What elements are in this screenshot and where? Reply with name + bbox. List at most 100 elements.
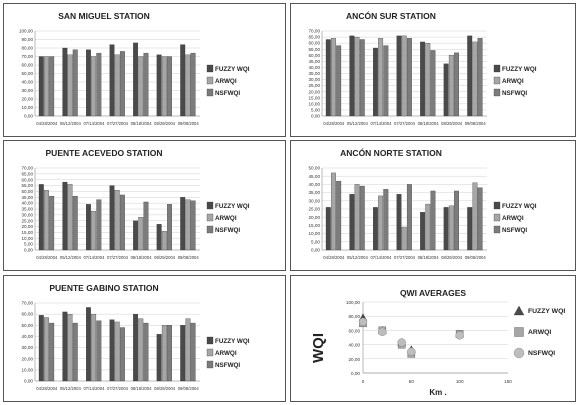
chart-canvas: SAN MIGUEL STATION 0,00 10,00 20,00 30,00 40,… bbox=[19, 11, 250, 126]
bar bbox=[156, 334, 162, 382]
x-tick-label: 04/28/2004 bbox=[36, 121, 58, 126]
y-tick-label: 15,00 bbox=[22, 230, 34, 235]
y-tick-label: 90,00 bbox=[22, 37, 34, 42]
bar bbox=[91, 56, 97, 117]
x-tick-label: 07/14/2004 bbox=[83, 255, 105, 260]
y-tick-label: 30,00 bbox=[309, 198, 321, 203]
bar bbox=[430, 190, 436, 251]
marker-circle bbox=[397, 338, 406, 347]
legend-label: NSFWQI bbox=[528, 350, 555, 357]
bar bbox=[44, 317, 49, 382]
y-tick-label: 25,00 bbox=[309, 83, 321, 88]
y-tick-label: 0,00 bbox=[351, 371, 360, 376]
legend-swatch bbox=[493, 76, 501, 85]
chart-canvas: QWI AVERAGES 0,00 20,00 40,00 60,00 80,00 100,… bbox=[310, 288, 565, 397]
legend-swatch bbox=[493, 88, 501, 97]
x-tick-label: 08/18/2004 bbox=[131, 121, 153, 126]
bar bbox=[425, 203, 431, 251]
x-tick-label: 08/18/2004 bbox=[131, 386, 153, 391]
bar bbox=[62, 311, 68, 382]
bar bbox=[143, 201, 149, 251]
bar bbox=[86, 307, 91, 382]
x-tick-label: 08/29/2004 bbox=[441, 255, 463, 260]
bar bbox=[180, 197, 186, 251]
bar bbox=[72, 322, 78, 382]
y-tick-label: 55,00 bbox=[22, 183, 34, 188]
y-tick-label: 40,00 bbox=[309, 182, 321, 187]
bar bbox=[138, 56, 144, 117]
legend-label: ARWQI bbox=[528, 329, 551, 336]
y-tick-label: 10,00 bbox=[22, 367, 34, 372]
bar bbox=[133, 313, 139, 382]
bar bbox=[349, 194, 355, 251]
chart-title: PUENTE ACEVEDO STATION bbox=[46, 148, 163, 158]
x-tick-label: 07/27/2004 bbox=[107, 255, 129, 260]
y-tick-label: 65,00 bbox=[22, 171, 34, 176]
legend-swatch bbox=[206, 348, 214, 357]
y-tick-label: 30,00 bbox=[309, 77, 321, 82]
legend-label: NSFWQI bbox=[215, 362, 240, 369]
bar bbox=[373, 47, 378, 117]
bar bbox=[354, 36, 360, 117]
y-tick-label: 15,00 bbox=[309, 95, 321, 100]
y-tick-label: 35,00 bbox=[309, 71, 321, 76]
x-tick-label: 07/27/2004 bbox=[107, 121, 129, 126]
chart-ancon-sur: ANCÓN SUR STATION 0,00 5,00 10,00 15,00 20,00… bbox=[290, 3, 576, 137]
x-tick-label: 07/14/2004 bbox=[370, 255, 392, 260]
bar bbox=[167, 204, 172, 251]
bar bbox=[161, 325, 167, 382]
legend-swatch bbox=[493, 201, 501, 210]
chart-canvas: PUENTE ACEVEDO STATION 0,005,0010,0015,00… bbox=[22, 148, 250, 260]
legend-label: NSFWQI bbox=[215, 227, 240, 234]
bar bbox=[119, 51, 125, 117]
bar bbox=[325, 207, 331, 251]
bar bbox=[406, 184, 412, 251]
y-tick-label: 50,00 bbox=[309, 53, 321, 58]
bar bbox=[72, 49, 78, 117]
legend-label: NSFWQI bbox=[502, 227, 527, 234]
y-tick-label: 70,00 bbox=[22, 166, 34, 171]
bar bbox=[156, 224, 162, 251]
legend-label: ARWQI bbox=[215, 350, 237, 357]
y-tick-label: 70,00 bbox=[309, 29, 321, 34]
bar bbox=[133, 42, 139, 117]
legend-swatch bbox=[206, 64, 214, 73]
bar bbox=[138, 318, 144, 382]
y-tick-label: 30,00 bbox=[22, 212, 34, 217]
y-tick-label: 0,00 bbox=[311, 114, 320, 119]
x-tick-label: 09/08/2004 bbox=[178, 255, 200, 260]
y-tick-label: 30,00 bbox=[22, 345, 34, 350]
legend-swatch bbox=[206, 76, 214, 85]
bar bbox=[96, 199, 102, 251]
marker-circle bbox=[378, 327, 387, 336]
bar bbox=[67, 54, 73, 117]
legend-swatch bbox=[206, 201, 214, 210]
legend-label: ARWQI bbox=[215, 215, 237, 222]
y-tick-label: 60,00 bbox=[22, 312, 34, 317]
bar bbox=[336, 45, 342, 117]
y-tick-label: 55,00 bbox=[309, 47, 321, 52]
y-tick-label: 40,00 bbox=[349, 343, 361, 348]
y-tick-label: 100,00 bbox=[19, 29, 33, 34]
legend-swatch bbox=[493, 213, 501, 222]
bar bbox=[443, 63, 449, 117]
marker-circle bbox=[513, 347, 525, 359]
bar bbox=[477, 38, 483, 117]
y-tick-label: 60,00 bbox=[22, 63, 34, 68]
x-tick-label: 07/14/2004 bbox=[83, 386, 105, 391]
bar bbox=[420, 41, 426, 117]
bar bbox=[467, 207, 473, 251]
y-tick-label: 0,00 bbox=[24, 379, 33, 384]
y-axis-label: WQI bbox=[310, 333, 327, 363]
bar bbox=[44, 190, 49, 251]
bar bbox=[396, 35, 402, 117]
x-tick-label: 07/14/2004 bbox=[370, 121, 392, 126]
y-tick-label: 40,00 bbox=[22, 334, 34, 339]
bar bbox=[38, 56, 44, 117]
bar bbox=[49, 322, 55, 382]
x-tick-label: 05/12/2004 bbox=[347, 121, 369, 126]
legend-swatch bbox=[206, 225, 214, 234]
chart-puente-gabino: PUENTE GABINO STATION 0,00 10,00 20,00 30,00… bbox=[3, 275, 286, 402]
bar bbox=[91, 211, 97, 251]
bar bbox=[420, 212, 426, 251]
